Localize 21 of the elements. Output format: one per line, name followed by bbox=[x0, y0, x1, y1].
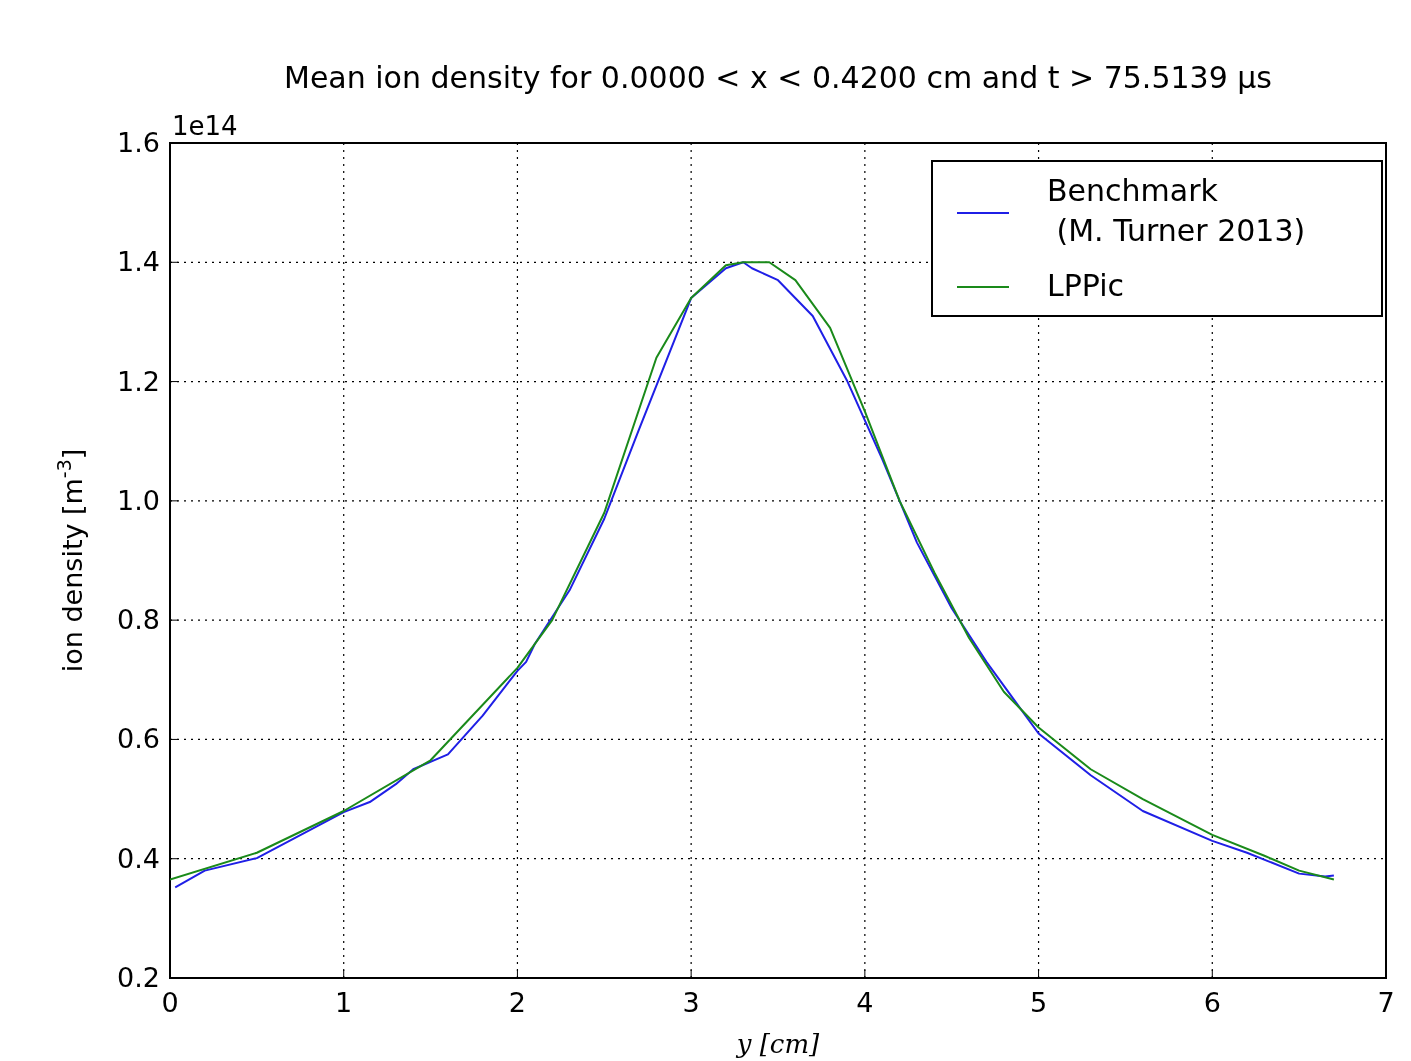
y-tick-label: 1.6 bbox=[117, 127, 160, 158]
y-tick-label: 0.6 bbox=[117, 723, 160, 755]
chart-title: Mean ion density for 0.0000 < x < 0.4200 cm and t > 75.5139 μs bbox=[284, 60, 1272, 95]
x-tick-label: 0 bbox=[161, 987, 179, 1018]
x-tick-label: 1 bbox=[335, 987, 353, 1018]
y-tick-label: 0.8 bbox=[117, 604, 160, 636]
y-tick-label: 1.2 bbox=[117, 365, 160, 397]
y-tick-label: 0.2 bbox=[117, 962, 160, 993]
text: 1e14 bbox=[172, 111, 238, 141]
y-tick-label: 1.4 bbox=[117, 246, 160, 278]
legend-label: Benchmark (M. Turner 2013) bbox=[1047, 173, 1306, 248]
x-axis-title: y [cm] bbox=[735, 1029, 821, 1059]
y-tick-label: 0.4 bbox=[117, 842, 160, 874]
x-tick-label: 4 bbox=[856, 987, 874, 1018]
x-tick-label: 2 bbox=[508, 987, 527, 1018]
x-tick-label: 5 bbox=[1029, 987, 1048, 1018]
legend-label: LPPic bbox=[1047, 268, 1125, 303]
y-tick-label: 1.0 bbox=[117, 484, 160, 516]
x-tick-label: 6 bbox=[1203, 987, 1221, 1018]
x-tick-label: 3 bbox=[682, 987, 700, 1018]
x-tick-label: 7 bbox=[1377, 987, 1395, 1018]
